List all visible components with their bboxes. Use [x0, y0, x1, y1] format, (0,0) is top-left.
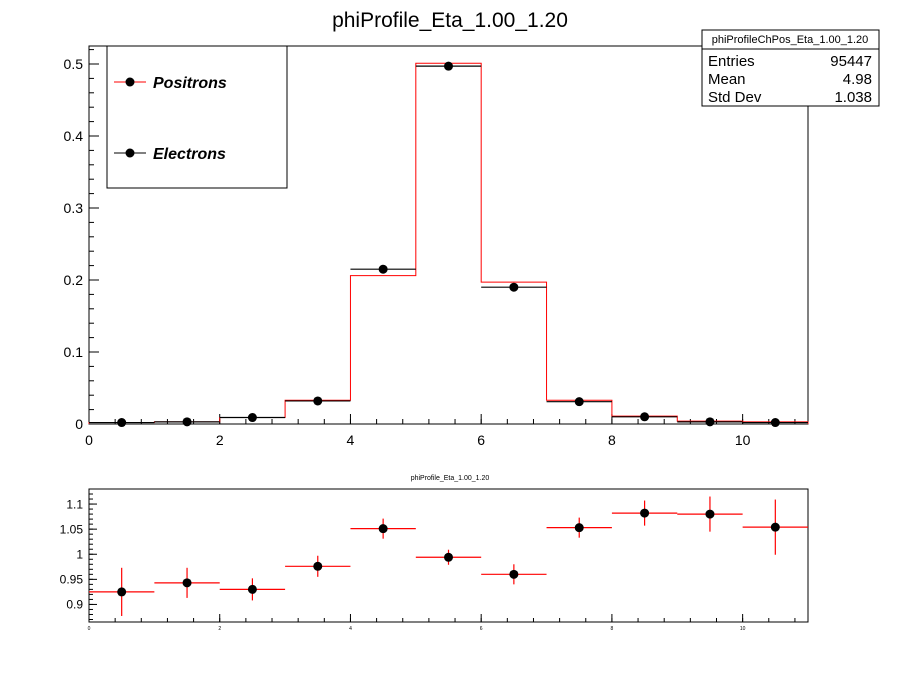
stats-mean-label: Mean — [708, 71, 746, 88]
x-tick-label: 6 — [480, 626, 483, 632]
ratio-marker — [247, 584, 257, 594]
ratio-marker — [509, 569, 519, 579]
y-tick-label: 0.9 — [66, 598, 83, 612]
ratio-marker — [705, 509, 715, 519]
stats-box-title: phiProfileChPos_Eta_1.00_1.20 — [712, 34, 869, 46]
y-tick-label: 1.1 — [66, 497, 83, 511]
stats-mean-value: 4.98 — [843, 71, 872, 88]
stats-stddev-value: 1.038 — [834, 89, 872, 106]
x-tick-label: 2 — [216, 432, 224, 448]
x-tick-label: 10 — [735, 432, 751, 448]
electrons-marker — [117, 418, 127, 428]
x-tick-label: 8 — [611, 626, 614, 632]
main-plot-axes: 0 2 4 6 8 10 0 0.1 0.2 0.3 0.4 0.5 — [64, 49, 796, 448]
x-tick-label: 4 — [347, 432, 355, 448]
legend-positrons-marker — [125, 77, 135, 87]
ratio-marker — [444, 552, 453, 562]
x-tick-label: 6 — [477, 432, 485, 448]
electrons-marker — [770, 418, 780, 428]
main-plot-series — [88, 61, 809, 428]
electrons-marker — [247, 413, 257, 423]
y-tick-label: 1 — [76, 547, 83, 561]
y-tick-label: 0.95 — [60, 573, 84, 587]
ratio-marker — [117, 587, 127, 597]
main-plot-title: phiProfile_Eta_1.00_1.20 — [332, 9, 568, 32]
ratio-marker — [378, 524, 388, 534]
electrons-marker — [640, 412, 650, 422]
electrons-marker — [574, 397, 584, 407]
legend-electrons-label: Electrons — [153, 146, 226, 163]
y-tick-label: 0.1 — [64, 344, 84, 360]
stats-box: phiProfileChPos_Eta_1.00_1.20 Entries 95… — [701, 29, 880, 107]
x-tick-label: 2 — [218, 626, 221, 632]
electrons-marker — [378, 264, 388, 274]
legend-positrons-label: Positrons — [153, 75, 227, 92]
x-tick-label: 0 — [85, 432, 93, 448]
x-tick-label: 10 — [740, 626, 746, 632]
legend-box — [106, 45, 288, 189]
stats-stddev-label: Std Dev — [708, 89, 762, 106]
legend-electrons-marker — [125, 148, 135, 158]
ratio-plot-series — [89, 496, 808, 616]
y-tick-label: 0.2 — [64, 272, 84, 288]
electrons-marker — [705, 417, 715, 427]
ratio-marker — [640, 508, 650, 518]
y-tick-label: 0 — [75, 416, 83, 432]
ratio-marker — [182, 578, 192, 588]
x-tick-label: 0 — [88, 626, 91, 632]
ratio-plot-title: phiProfile_Eta_1.00_1.20 — [411, 475, 490, 482]
stats-entries-label: Entries — [708, 53, 755, 70]
ratio-plot-frame — [88, 488, 809, 623]
electrons-marker — [444, 61, 453, 71]
ratio-marker — [313, 561, 323, 571]
ratio-marker — [770, 522, 780, 532]
legend: Positrons Electrons — [106, 45, 288, 189]
ratio-marker — [574, 523, 584, 533]
y-tick-label: 0.4 — [64, 128, 84, 144]
main-plot-frame — [88, 45, 809, 425]
electrons-marker — [313, 396, 323, 406]
x-tick-label: 8 — [608, 432, 616, 448]
y-tick-label: 0.5 — [64, 56, 84, 72]
electrons-marker — [182, 417, 192, 427]
x-tick-label: 4 — [349, 626, 352, 632]
ratio-plot-axes: 0 2 4 6 8 10 0.9 0.95 1 1.05 1.1 — [60, 488, 796, 632]
stats-box-frame — [701, 29, 880, 107]
y-tick-label: 1.05 — [60, 522, 84, 536]
electrons-marker — [509, 282, 519, 292]
stats-entries-value: 95447 — [830, 53, 872, 70]
y-tick-label: 0.3 — [64, 200, 84, 216]
